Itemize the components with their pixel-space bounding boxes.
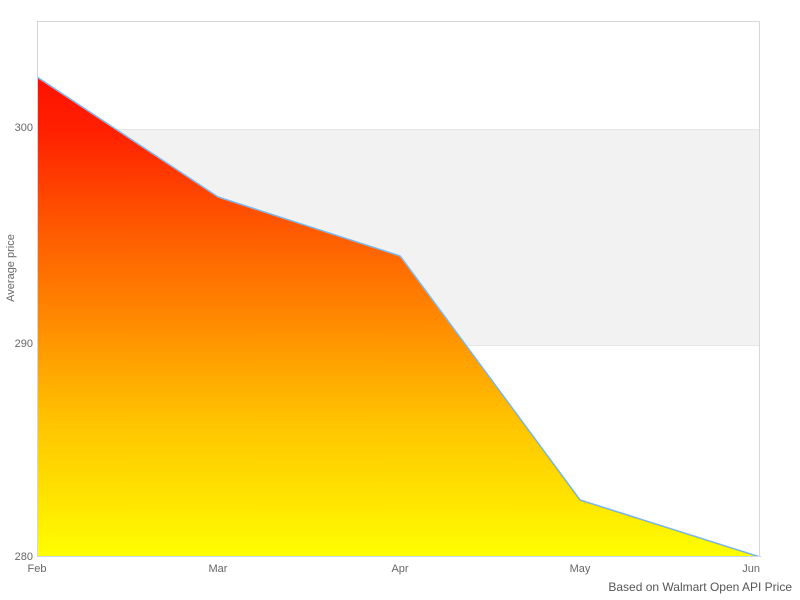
series-line bbox=[37, 76, 759, 556]
x-tick-label-feb: Feb bbox=[27, 563, 47, 575]
y-tick-label-280: 280 bbox=[14, 551, 33, 563]
y-tick-label-290: 290 bbox=[14, 338, 33, 350]
x-tick-label-apr: Apr bbox=[391, 563, 409, 575]
y-tick-label-300: 300 bbox=[14, 122, 33, 134]
y-axis-line bbox=[37, 21, 38, 557]
y-axis-ticks: 300 290 280 bbox=[0, 0, 33, 600]
x-tick-label-mar: Mar bbox=[208, 563, 228, 575]
x-tick-label-may: May bbox=[569, 563, 591, 575]
x-tick-label-jun: Jun bbox=[742, 563, 760, 575]
plot-area bbox=[37, 21, 760, 556]
y-axis-title: Average price bbox=[5, 234, 17, 302]
chart-caption: Based on Walmart Open API Price bbox=[608, 580, 792, 594]
area-series bbox=[37, 76, 759, 556]
gridline-300 bbox=[37, 129, 759, 130]
x-axis-line bbox=[37, 556, 761, 557]
